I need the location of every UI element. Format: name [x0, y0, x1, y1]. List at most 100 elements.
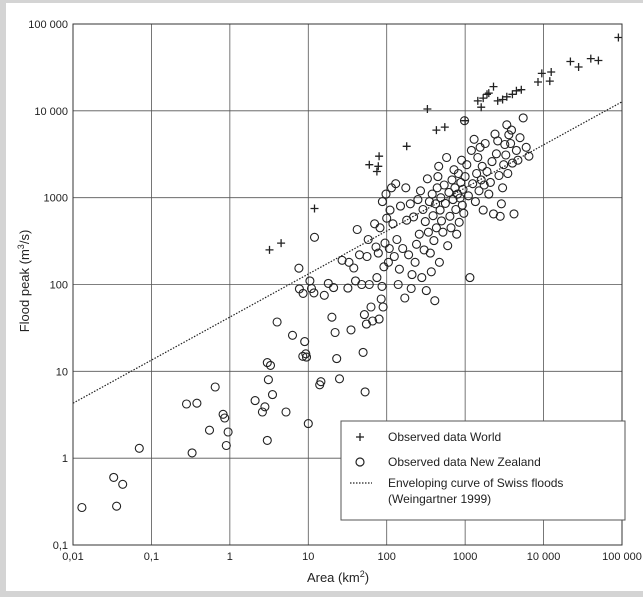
new-zealand-point	[309, 288, 319, 298]
new-zealand-point	[501, 150, 511, 160]
new-zealand-point	[384, 243, 394, 254]
new-zealand-point	[260, 402, 270, 412]
new-zealand-point	[383, 257, 393, 267]
new-zealand-point	[494, 170, 504, 181]
new-zealand-point	[480, 138, 490, 149]
new-zealand-point	[491, 149, 501, 159]
new-zealand-point	[400, 293, 410, 303]
y-tick-label: 10 000	[34, 106, 68, 118]
new-zealand-point	[496, 199, 506, 209]
new-zealand-point	[454, 217, 464, 227]
new-zealand-point	[478, 205, 488, 215]
new-zealand-point	[204, 425, 215, 435]
new-zealand-point	[371, 242, 381, 252]
new-zealand-point	[436, 193, 446, 203]
new-zealand-point	[518, 113, 528, 123]
world-point	[517, 85, 526, 94]
new-zealand-point	[401, 183, 411, 193]
new-zealand-point	[358, 347, 368, 357]
world-point	[423, 105, 432, 113]
world-point	[508, 90, 517, 99]
new-zealand-point	[474, 186, 484, 196]
new-zealand-point	[468, 179, 478, 189]
new-zealand-point	[421, 286, 431, 296]
new-zealand-point	[77, 502, 87, 513]
new-zealand-point	[506, 125, 517, 135]
new-zealand-point	[187, 448, 197, 458]
new-zealand-point	[438, 227, 448, 237]
new-zealand-point	[511, 145, 521, 155]
new-zealand-point	[301, 349, 311, 359]
new-zealand-point	[417, 273, 427, 283]
new-zealand-point	[349, 263, 359, 273]
new-zealand-point	[362, 251, 372, 262]
new-zealand-point	[382, 213, 392, 223]
world-point	[512, 86, 521, 95]
new-zealand-point	[504, 130, 514, 140]
new-zealand-point	[472, 168, 482, 179]
new-zealand-point	[272, 317, 282, 327]
new-zealand-point	[503, 168, 513, 179]
new-zealand-point	[488, 209, 499, 219]
new-zealand-point	[334, 374, 345, 384]
new-zealand-point	[327, 312, 337, 322]
new-zealand-point	[515, 133, 525, 143]
y-tick-label: 10	[56, 366, 68, 378]
new-zealand-point	[447, 175, 457, 185]
new-zealand-point	[300, 337, 310, 347]
legend: Observed data World Observed data New Ze…	[340, 420, 626, 521]
new-zealand-point	[407, 270, 417, 280]
new-zealand-point	[445, 211, 455, 221]
x-tick-label: 10	[302, 551, 314, 563]
y-tick-label: 0,1	[53, 540, 68, 552]
x-tick-label: 1000	[453, 551, 477, 563]
world-point	[547, 68, 556, 76]
new-zealand-point	[509, 209, 519, 219]
world-point	[365, 160, 374, 169]
x-tick-label: 1	[227, 551, 233, 563]
new-zealand-point	[502, 120, 512, 130]
world-point	[566, 57, 575, 66]
new-zealand-point	[448, 195, 458, 205]
new-zealand-point	[377, 197, 387, 207]
swiss-envelope-curve	[72, 101, 623, 404]
world-point	[489, 82, 498, 91]
new-zealand-point	[352, 224, 362, 235]
new-zealand-point	[434, 161, 444, 171]
new-zealand-point	[422, 174, 432, 184]
new-zealand-point	[343, 283, 353, 293]
new-zealand-point	[476, 175, 486, 185]
data-points	[77, 33, 623, 513]
new-zealand-point	[392, 234, 402, 245]
world-point	[374, 162, 383, 171]
x-tick-label: 100 000	[602, 551, 642, 563]
new-zealand-point	[487, 157, 497, 167]
world-point	[534, 78, 542, 86]
world-point	[574, 63, 583, 71]
new-zealand-point	[250, 396, 260, 406]
legend-label-swiss-envelope-source: (Weingartner 1999)	[388, 492, 491, 506]
new-zealand-point	[409, 212, 419, 222]
new-zealand-point	[473, 152, 483, 163]
new-zealand-point	[470, 197, 480, 207]
new-zealand-point	[319, 290, 329, 300]
new-zealand-point	[493, 136, 503, 146]
x-tick-label: 100	[378, 551, 396, 563]
new-zealand-point	[112, 501, 122, 511]
new-zealand-point	[485, 177, 495, 187]
x-tick-label: 10 000	[527, 551, 561, 563]
new-zealand-point	[344, 257, 354, 267]
left-border	[0, 0, 6, 597]
new-zealand-point	[428, 211, 438, 221]
new-zealand-point	[192, 398, 202, 408]
new-zealand-point	[109, 472, 119, 482]
legend-box	[340, 420, 626, 521]
new-zealand-point	[287, 330, 298, 340]
world-point	[493, 96, 502, 105]
new-zealand-point	[414, 229, 424, 239]
world-point	[477, 103, 486, 112]
new-zealand-point	[460, 172, 470, 182]
new-zealand-point	[346, 325, 356, 335]
new-zealand-point	[466, 145, 476, 155]
